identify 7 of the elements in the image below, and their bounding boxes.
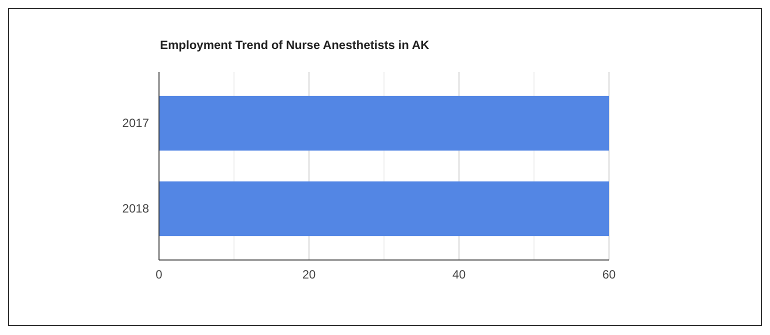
y-tick-label: 2017 [122, 116, 150, 130]
x-tick-label: 60 [602, 268, 616, 282]
y-tick-label: 2018 [122, 202, 150, 216]
x-tick-label: 40 [452, 268, 466, 282]
chart-title: Employment Trend of Nurse Anesthetists in AK [160, 38, 430, 52]
x-tick-label: 0 [156, 268, 163, 282]
x-tick-label: 20 [302, 268, 316, 282]
